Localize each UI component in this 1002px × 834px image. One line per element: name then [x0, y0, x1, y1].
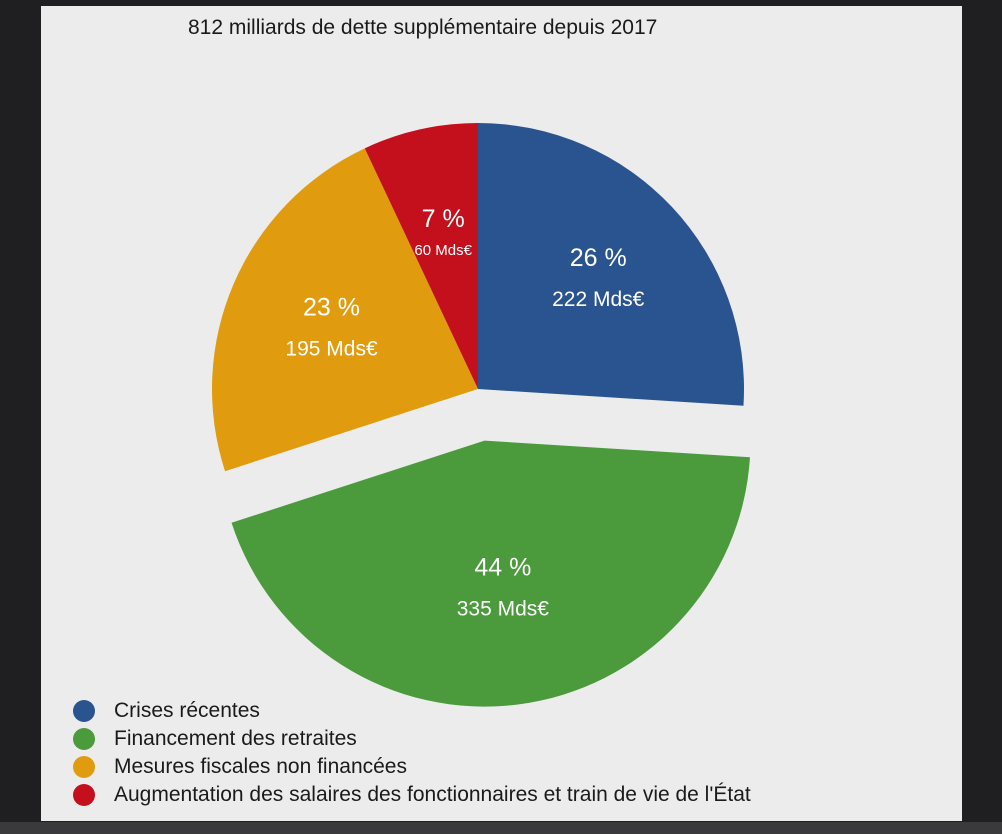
legend-swatch-icon	[73, 784, 95, 806]
legend-label: Financement des retraites	[114, 727, 357, 750]
legend-swatch-icon	[73, 756, 95, 778]
legend-swatch-icon	[73, 728, 95, 750]
slice-percent-label: 26 %	[570, 244, 627, 272]
legend-item-crises: Crises récentes	[73, 697, 953, 725]
slice-percent-label: 23 %	[303, 294, 360, 322]
slice-percent-label: 44 %	[474, 554, 531, 582]
chart-legend: Crises récentes Financement des retraite…	[73, 697, 953, 809]
legend-item-mesures-fiscales: Mesures fiscales non financées	[73, 753, 953, 781]
legend-label: Mesures fiscales non financées	[114, 755, 407, 778]
slice-crises	[478, 123, 744, 406]
legend-label: Augmentation des salaires des fonctionna…	[114, 783, 751, 806]
chart-title: 812 milliards de dette supplémentaire de…	[188, 16, 658, 39]
slice-value-label: 60 Mds€	[414, 242, 472, 259]
slice-value-label: 222 Mds€	[552, 288, 645, 311]
legend-swatch-icon	[73, 700, 95, 722]
slice-mesures-fiscales	[211, 148, 478, 472]
legend-item-salaires: Augmentation des salaires des fonctionna…	[73, 781, 953, 809]
bottom-border	[0, 822, 1002, 834]
legend-label: Crises récentes	[114, 699, 260, 722]
slice-percent-label: 7 %	[422, 205, 465, 233]
slice-value-label: 335 Mds€	[457, 598, 550, 621]
slice-salaires	[364, 123, 478, 389]
slice-value-label: 195 Mds€	[285, 338, 378, 361]
slice-retraites	[231, 440, 750, 707]
legend-item-retraites: Financement des retraites	[73, 725, 953, 753]
